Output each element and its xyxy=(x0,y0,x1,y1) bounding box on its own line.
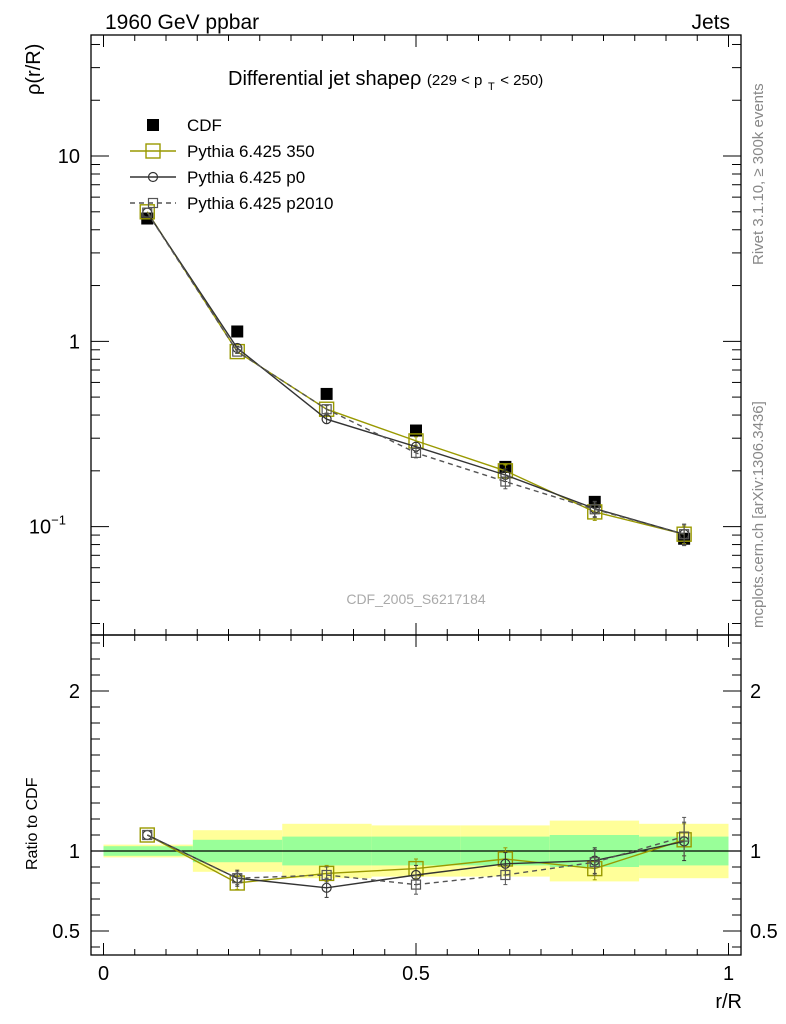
data-point-marker xyxy=(589,504,600,515)
y-tick-label: 10 xyxy=(58,146,80,168)
data-point-marker xyxy=(229,343,245,360)
header-process-label: Jets xyxy=(691,11,730,34)
main-y-axis-label: ρ(r/R) xyxy=(23,44,45,95)
ratio-y-axis-label: Ratio to CDF xyxy=(24,777,41,870)
chart-title-end: < 250) xyxy=(500,72,543,89)
y-tick-label: 1 xyxy=(69,841,80,863)
chart-title-range: (229 < p xyxy=(427,72,482,89)
data-point-marker xyxy=(147,119,159,131)
y-tick-label-right: 0.5 xyxy=(750,921,778,943)
header-energy-label: 1960 GeV ppbar xyxy=(105,11,259,34)
data-point-marker xyxy=(139,827,155,843)
data-point-marker xyxy=(321,414,332,425)
data-point-marker xyxy=(321,869,332,881)
data-point-marker xyxy=(231,325,244,338)
data-point-marker xyxy=(679,831,690,842)
data-point-marker xyxy=(589,857,600,868)
analysis-watermark: CDF_2005_S6217184 xyxy=(346,591,486,607)
data-point-marker xyxy=(147,197,159,209)
data-point-marker xyxy=(142,829,153,841)
main-series-line xyxy=(146,212,685,535)
chart-title-sub: T xyxy=(488,81,495,93)
legend-label: Pythia 6.425 p0 xyxy=(187,168,305,187)
data-point-marker xyxy=(232,873,243,884)
data-point-marker xyxy=(679,529,690,540)
legend: CDF Pythia 6.425 350 Pythia 6.425 p0 Pythia… xyxy=(130,116,334,213)
chart-title: Differential jet shapeρ (229 < p T < 250… xyxy=(228,68,543,95)
y-tick-exponent: −1 xyxy=(51,513,66,528)
data-point-marker xyxy=(139,204,155,220)
ratio-plot-frame xyxy=(90,634,742,956)
chart-title-main: Differential jet shapeρ xyxy=(228,68,421,90)
data-point-marker xyxy=(410,447,422,458)
x-axis-label: r/R xyxy=(715,991,742,1013)
legend-label: CDF xyxy=(187,116,222,135)
data-point-marker xyxy=(500,476,511,487)
data-point-marker xyxy=(410,879,422,890)
data-point-marker xyxy=(142,829,153,841)
y-tick-label: 1 xyxy=(69,331,80,353)
x-tick-label: 1 xyxy=(723,963,734,985)
y-tick-label-right: 1 xyxy=(750,841,761,863)
main-panel: 10 1 10−1 xyxy=(29,34,742,636)
main-series-line xyxy=(146,211,685,535)
x-tick-label: 0 xyxy=(98,963,109,985)
data-point-marker xyxy=(320,387,333,400)
data-point-marker xyxy=(232,346,243,357)
data-point-marker xyxy=(142,207,153,218)
y-tick-label: 2 xyxy=(69,681,80,703)
main-series-line xyxy=(146,212,685,535)
rivet-label: Rivet 3.1.10, ≥ 300k events xyxy=(750,83,767,265)
y-tick-label-right: 2 xyxy=(750,681,761,703)
data-point-marker xyxy=(500,869,511,881)
y-tick-label: 0.5 xyxy=(52,921,80,943)
data-point-marker xyxy=(147,171,159,183)
data-point-marker xyxy=(145,143,161,159)
legend-label: Pythia 6.425 350 xyxy=(187,142,315,161)
mcplots-label: mcplots.cern.ch [arXiv:1306.3436] xyxy=(750,401,767,628)
y-tick-label: 10−1 xyxy=(29,513,66,539)
x-tick-label: 0.5 xyxy=(402,963,430,985)
legend-label: Pythia 6.425 p2010 xyxy=(187,194,334,213)
data-point-marker xyxy=(410,424,422,437)
data-point-marker xyxy=(321,404,332,415)
ratio-panel: 0 0.5 1 2 2 1 1 0.5 0.5 xyxy=(52,634,778,985)
